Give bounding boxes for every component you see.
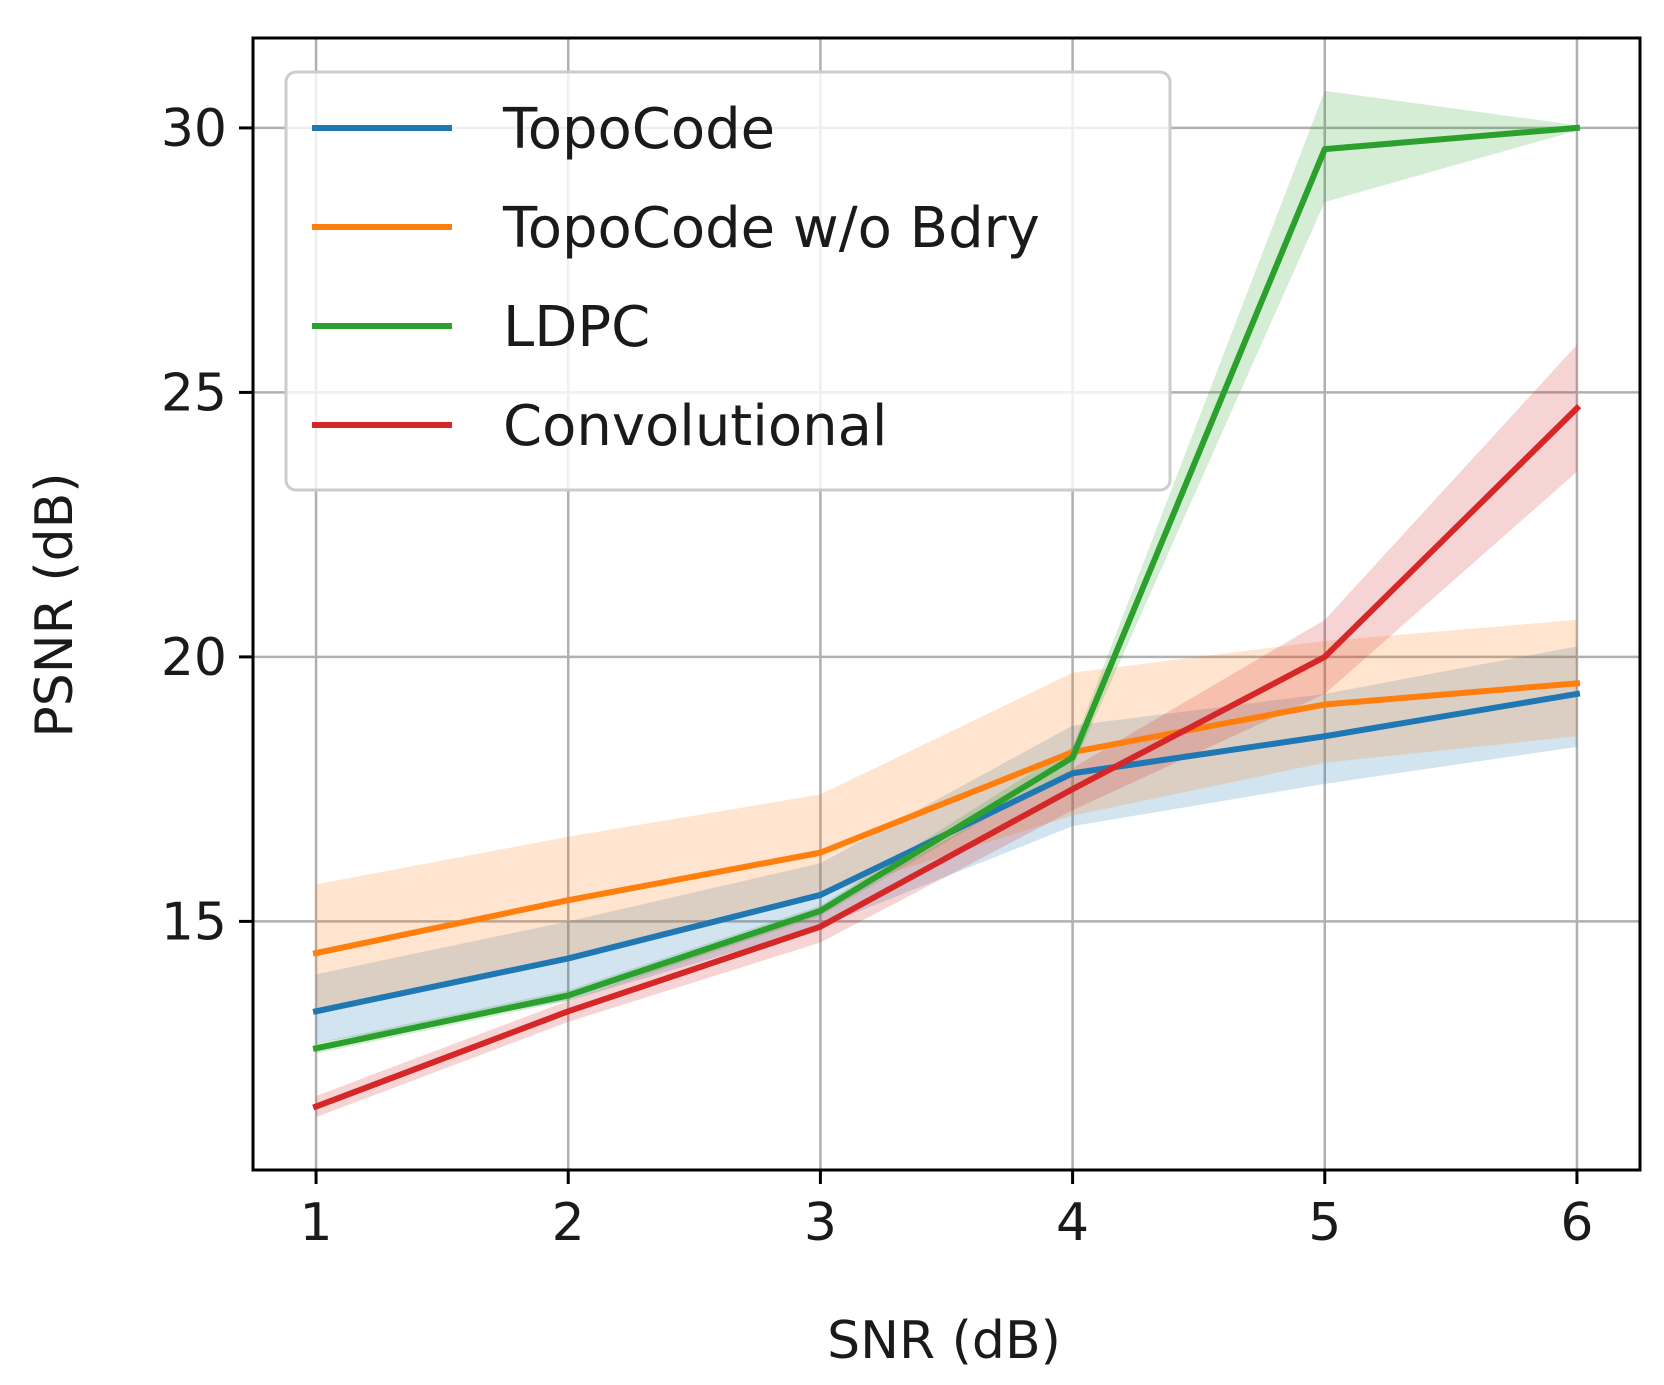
y-tick-label: 30 [161,99,227,159]
x-tick-label: 5 [1308,1193,1341,1253]
legend-label: LDPC [503,295,650,360]
x-axis-label: SNR (dB) [827,1311,1061,1371]
y-axis-ticks: 15 20 25 30 [161,99,253,952]
legend-label: TopoCode [502,97,775,162]
series-lines [312,124,1582,1111]
x-axis-ticks: 1 2 3 4 5 6 [299,1170,1594,1253]
series-line-convolutional [312,404,1582,1111]
plot-frame [251,36,1642,1172]
legend-label: TopoCode w/o Bdry [502,196,1040,261]
y-axis-label: PSNR (dB) [25,472,85,737]
series-line-ldpc [312,124,1581,1052]
x-tick-label: 3 [804,1193,837,1253]
x-tick-label: 1 [299,1193,332,1253]
x-tick-label: 4 [1056,1193,1089,1253]
x-tick-label: 6 [1560,1193,1593,1253]
series-line-topocode-w-o-bdry [312,680,1581,957]
legend: TopoCode TopoCode w/o Bdry LDPC Convolution… [284,70,1172,492]
legend-label: Convolutional [503,394,887,459]
y-tick-label: 20 [161,628,227,688]
legend-box [284,70,1172,492]
x-tick-label: 2 [552,1193,585,1253]
y-tick-label: 15 [161,892,227,952]
band-ldpc [316,90,1577,1054]
y-tick-label: 25 [161,363,227,423]
band-topocode-w-o-bdry [316,619,1577,1012]
